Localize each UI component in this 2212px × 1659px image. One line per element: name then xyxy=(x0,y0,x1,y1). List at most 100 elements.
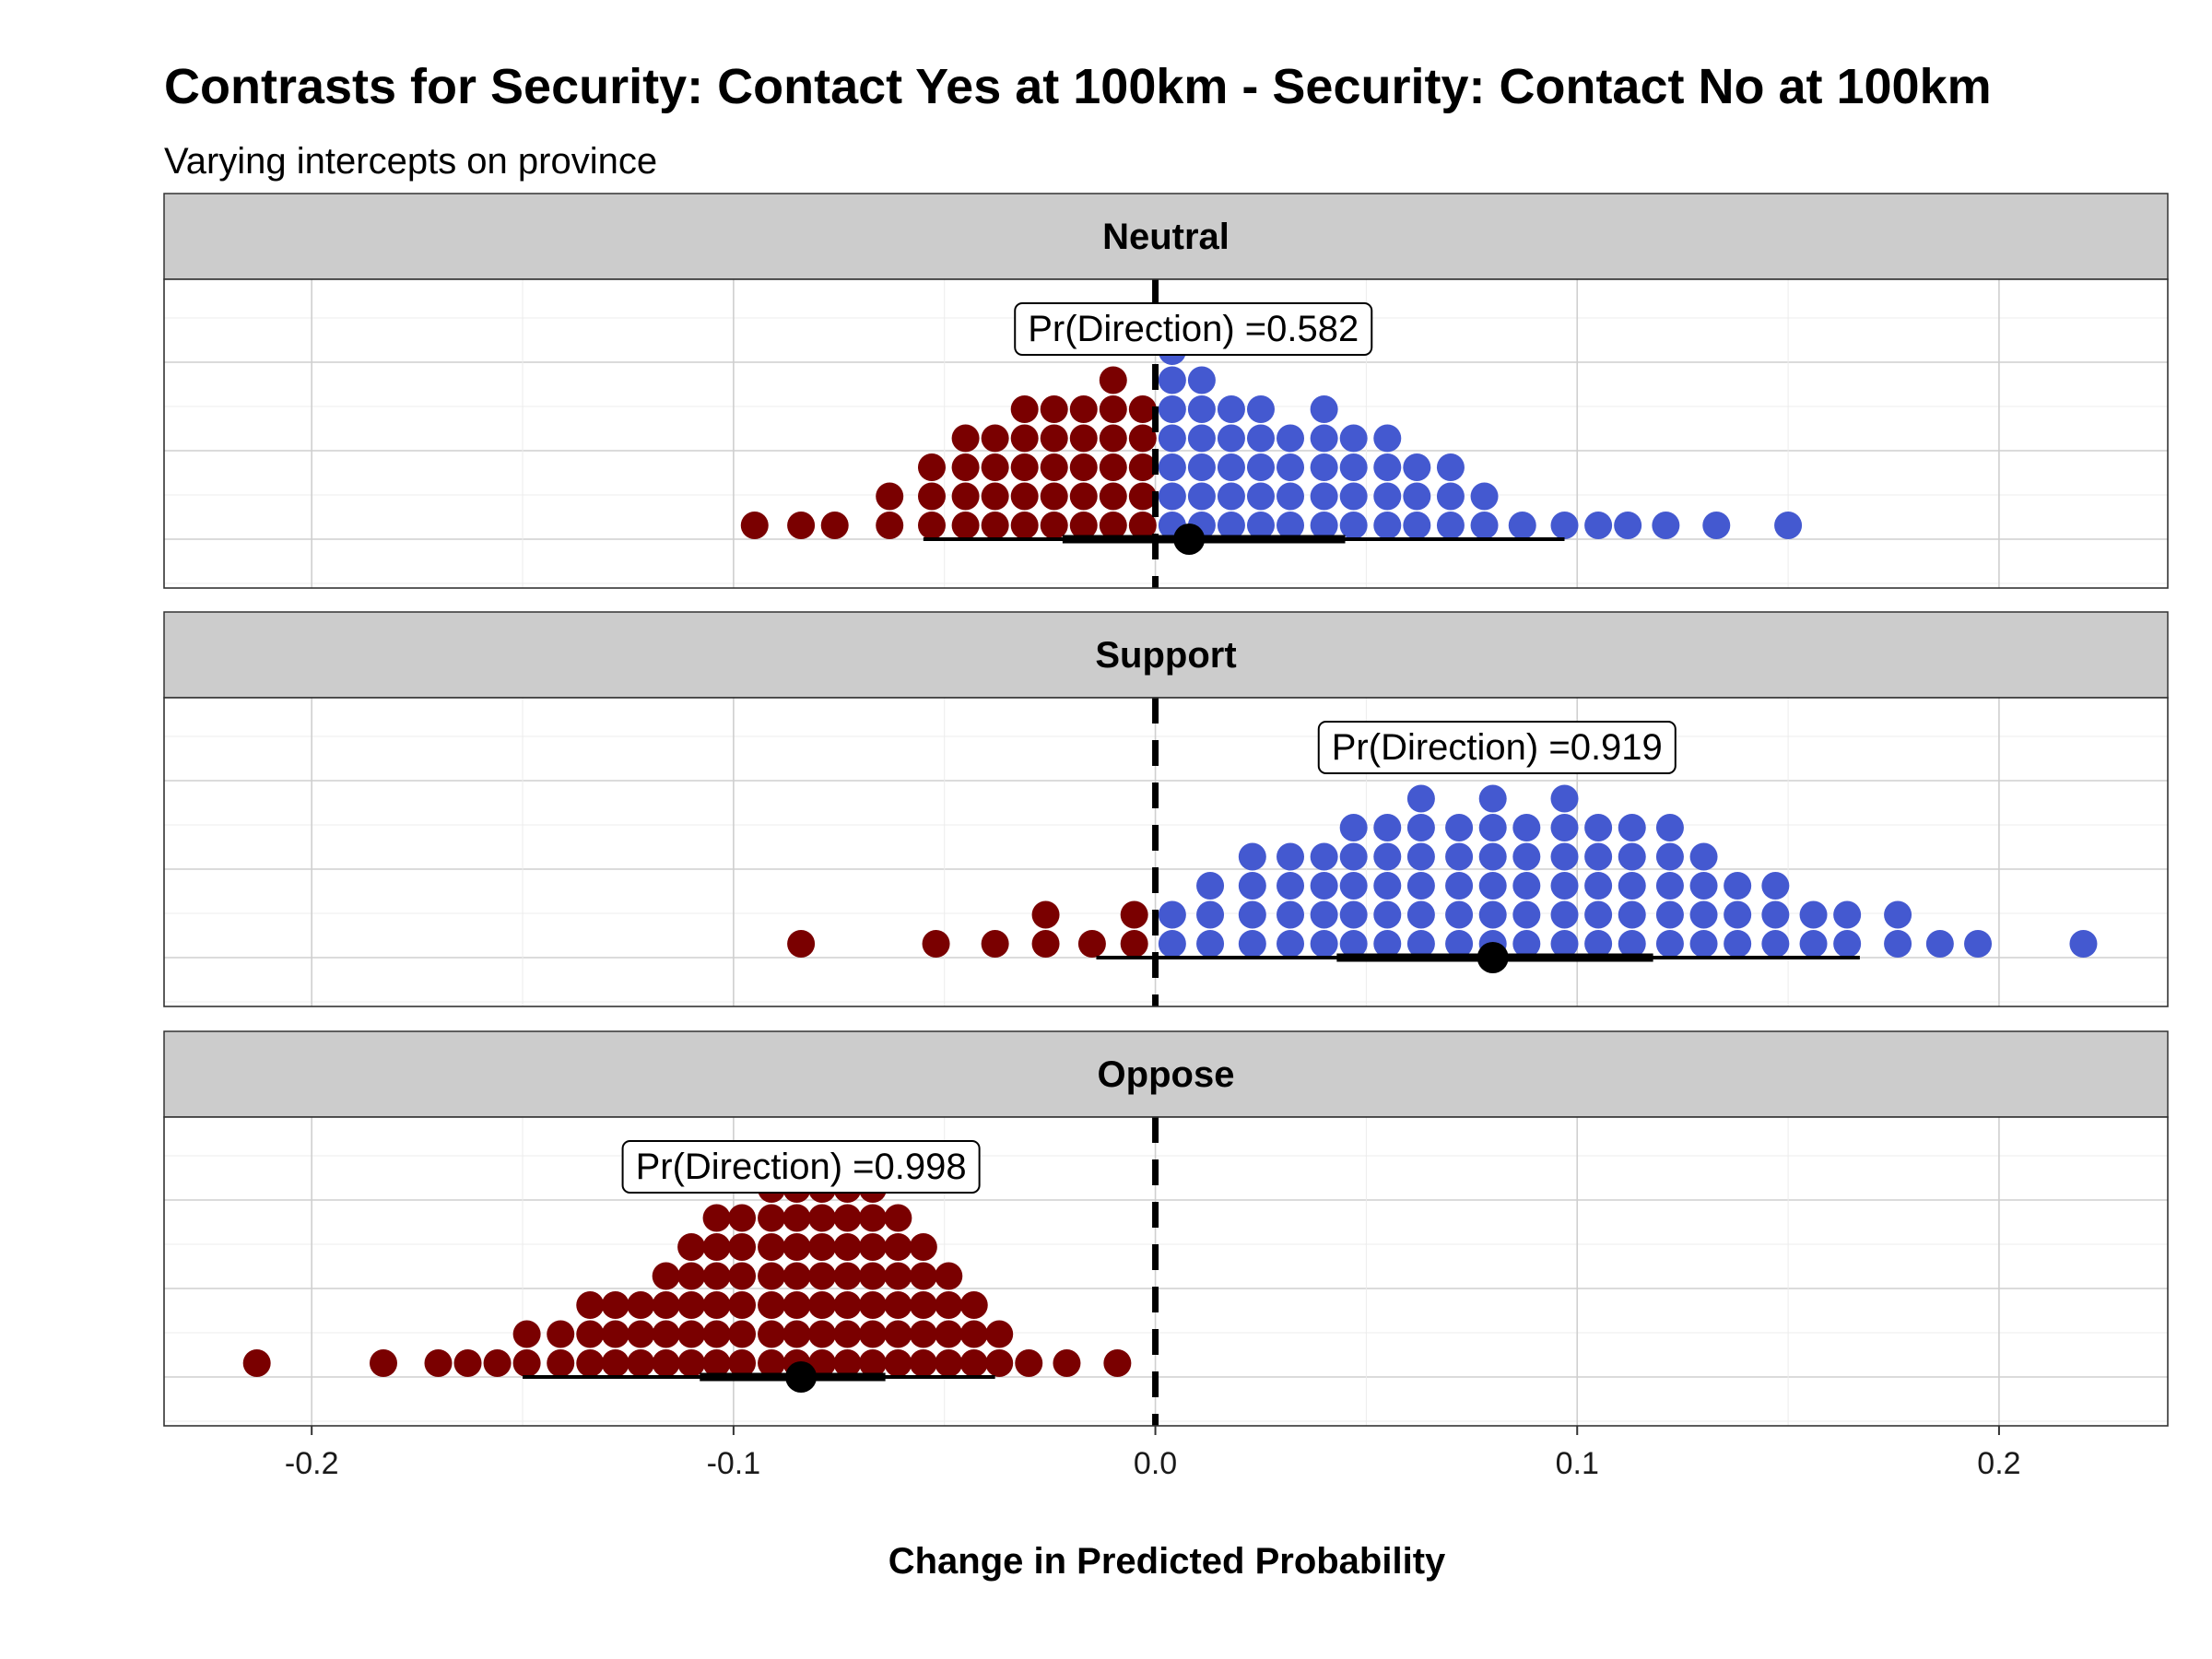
dot xyxy=(702,1320,731,1348)
dot xyxy=(1277,842,1305,871)
dot xyxy=(1436,482,1465,511)
pd-label-text: Pr(Direction) =0.998 xyxy=(636,1147,967,1187)
dot xyxy=(1277,482,1305,511)
dot xyxy=(758,1233,786,1261)
dot xyxy=(1310,930,1338,958)
dot xyxy=(1925,930,1954,958)
dot xyxy=(1702,512,1731,539)
dot xyxy=(677,1320,706,1348)
dot xyxy=(1508,512,1536,539)
dot xyxy=(1339,453,1368,481)
dot xyxy=(1478,842,1507,871)
dot xyxy=(1584,512,1613,539)
dot xyxy=(1238,930,1266,958)
dot xyxy=(833,1349,862,1377)
dot xyxy=(1618,930,1646,958)
dot xyxy=(1217,395,1245,423)
pd-label-box xyxy=(1317,721,1677,774)
dot xyxy=(601,1320,629,1348)
dot xyxy=(1470,482,1499,511)
dot xyxy=(1040,395,1068,423)
dot xyxy=(652,1262,680,1290)
dot xyxy=(1277,453,1305,481)
dot xyxy=(1406,842,1435,871)
dot xyxy=(1761,900,1790,929)
dot xyxy=(1069,424,1098,453)
dot xyxy=(884,1320,912,1348)
dot xyxy=(1445,872,1474,900)
dot xyxy=(576,1349,605,1377)
dot xyxy=(1277,900,1305,929)
dot xyxy=(807,1291,836,1319)
dot xyxy=(1010,424,1039,453)
dot xyxy=(884,1291,912,1319)
dot xyxy=(1069,395,1098,423)
dot xyxy=(1799,900,1828,929)
dot xyxy=(677,1291,706,1319)
dot xyxy=(1120,900,1148,929)
dot xyxy=(909,1291,937,1319)
dot xyxy=(1238,872,1266,900)
dot xyxy=(1550,872,1579,900)
dot xyxy=(758,1349,786,1377)
dot xyxy=(1373,842,1402,871)
dot xyxy=(1655,930,1684,958)
x-axis: -0.2 -0.1 0.0 0.1 0.2 xyxy=(285,1426,2021,1481)
dot xyxy=(807,1349,836,1377)
dot xyxy=(959,1320,988,1348)
dot xyxy=(1277,930,1305,958)
dot xyxy=(702,1262,731,1290)
dot xyxy=(1403,453,1431,481)
dot xyxy=(1128,424,1157,453)
dot xyxy=(1099,482,1127,511)
dot xyxy=(652,1291,680,1319)
dot xyxy=(1884,900,1912,929)
dot xyxy=(702,1349,731,1377)
dot xyxy=(758,1204,786,1232)
facet-label: Support xyxy=(1095,635,1236,676)
dot xyxy=(858,1320,887,1348)
dot xyxy=(1339,814,1368,841)
dot xyxy=(1478,814,1507,841)
dot xyxy=(1406,930,1435,958)
dot xyxy=(1238,842,1266,871)
plot-area xyxy=(164,698,2168,1006)
panel-neutral: Neutral Pr(Direction) =0.582 xyxy=(163,193,2169,589)
dot xyxy=(728,1262,757,1290)
dot xyxy=(1031,930,1060,958)
dot xyxy=(1584,842,1613,871)
dot xyxy=(981,424,1009,453)
facet-label: Oppose xyxy=(1098,1054,1235,1095)
dot xyxy=(833,1262,862,1290)
dot xyxy=(1099,453,1127,481)
dot xyxy=(820,512,849,539)
dot xyxy=(1128,512,1157,539)
dot xyxy=(1373,482,1402,511)
pd-label: Pr(Direction) =0.919 xyxy=(1317,721,1677,774)
dot xyxy=(1614,512,1642,539)
dot xyxy=(935,1320,963,1348)
dot xyxy=(1512,930,1541,958)
dot xyxy=(1584,930,1613,958)
facet-strip xyxy=(163,1030,2169,1118)
dot xyxy=(1246,424,1275,453)
dot xyxy=(627,1349,655,1377)
x-tick-label: 0.2 xyxy=(1977,1446,2020,1481)
dot xyxy=(512,1349,541,1377)
dot xyxy=(1277,872,1305,900)
dot xyxy=(1339,424,1368,453)
dot xyxy=(787,930,816,958)
dot xyxy=(1833,930,1862,958)
dot xyxy=(935,1291,963,1319)
facet-strip xyxy=(163,193,2169,280)
dot xyxy=(1689,930,1718,958)
dot xyxy=(1128,395,1157,423)
chart-subtitle: Varying intercepts on province xyxy=(164,141,657,182)
dot xyxy=(1196,930,1225,958)
dot xyxy=(884,1233,912,1261)
dot xyxy=(981,512,1009,539)
dot xyxy=(1069,482,1098,511)
dot xyxy=(1158,930,1186,958)
dot xyxy=(1512,814,1541,841)
dot xyxy=(601,1291,629,1319)
